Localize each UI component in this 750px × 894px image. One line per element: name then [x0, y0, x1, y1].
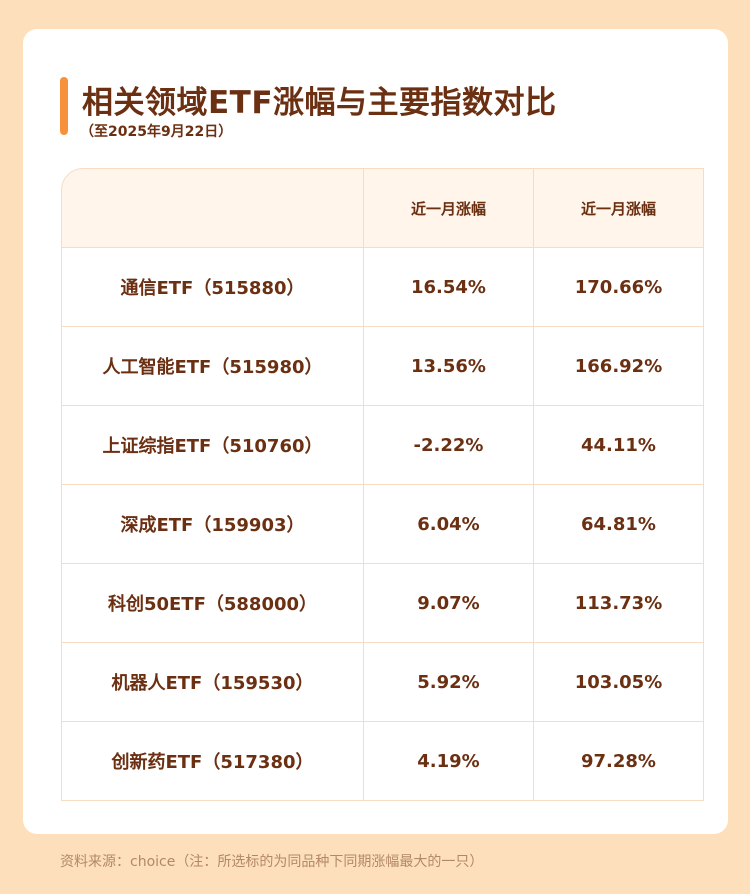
source-footnote: 资料来源：choice（注：所选标的为同品种下同期涨幅最大的一只）	[60, 854, 484, 870]
comparison-table: 近一月涨幅 近一月涨幅 通信ETF（515880） 16.54% 170.66%…	[61, 168, 704, 801]
table-row: 创新药ETF（517380） 4.19% 97.28%	[61, 722, 704, 801]
change-cell-1: 4.19%	[364, 722, 534, 801]
table-row: 深成ETF（159903） 6.04% 64.81%	[61, 485, 704, 564]
table-body: 通信ETF（515880） 16.54% 170.66% 人工智能ETF（515…	[61, 248, 704, 801]
header-cell-name	[61, 168, 364, 248]
change-cell-1: 6.04%	[364, 485, 534, 564]
change-cell-2: 113.73%	[534, 564, 704, 643]
change-cell-2: 44.11%	[534, 406, 704, 485]
etf-name-cell: 科创50ETF（588000）	[61, 564, 364, 643]
table-row: 科创50ETF（588000） 9.07% 113.73%	[61, 564, 704, 643]
table-row: 上证综指ETF（510760） -2.22% 44.11%	[61, 406, 704, 485]
change-cell-1: 13.56%	[364, 327, 534, 406]
change-cell-2: 97.28%	[534, 722, 704, 801]
change-cell-2: 64.81%	[534, 485, 704, 564]
etf-name-cell: 通信ETF（515880）	[61, 248, 364, 327]
change-cell-1: -2.22%	[364, 406, 534, 485]
table-row: 机器人ETF（159530） 5.92% 103.05%	[61, 643, 704, 722]
table-row: 通信ETF（515880） 16.54% 170.66%	[61, 248, 704, 327]
title-accent-bar	[60, 77, 68, 135]
content-card: 相关领域ETF涨幅与主要指数对比 （至2025年9月22日） 近一月涨幅 近一月…	[23, 29, 728, 834]
header-row: 近一月涨幅 近一月涨幅	[61, 168, 704, 248]
header-cell-change-2: 近一月涨幅	[534, 168, 704, 248]
table-row: 人工智能ETF（515980） 13.56% 166.92%	[61, 327, 704, 406]
etf-name-cell: 人工智能ETF（515980）	[61, 327, 364, 406]
etf-name-cell: 机器人ETF（159530）	[61, 643, 364, 722]
etf-name-cell: 上证综指ETF（510760）	[61, 406, 364, 485]
etf-name-cell: 深成ETF（159903）	[61, 485, 364, 564]
page-title: 相关领域ETF涨幅与主要指数对比	[82, 85, 557, 121]
header-cell-change-1: 近一月涨幅	[364, 168, 534, 248]
page-subtitle: （至2025年9月22日）	[80, 124, 233, 140]
table-header: 近一月涨幅 近一月涨幅	[61, 168, 704, 248]
change-cell-1: 9.07%	[364, 564, 534, 643]
change-cell-2: 170.66%	[534, 248, 704, 327]
etf-name-cell: 创新药ETF（517380）	[61, 722, 364, 801]
change-cell-1: 5.92%	[364, 643, 534, 722]
change-cell-2: 166.92%	[534, 327, 704, 406]
change-cell-1: 16.54%	[364, 248, 534, 327]
change-cell-2: 103.05%	[534, 643, 704, 722]
